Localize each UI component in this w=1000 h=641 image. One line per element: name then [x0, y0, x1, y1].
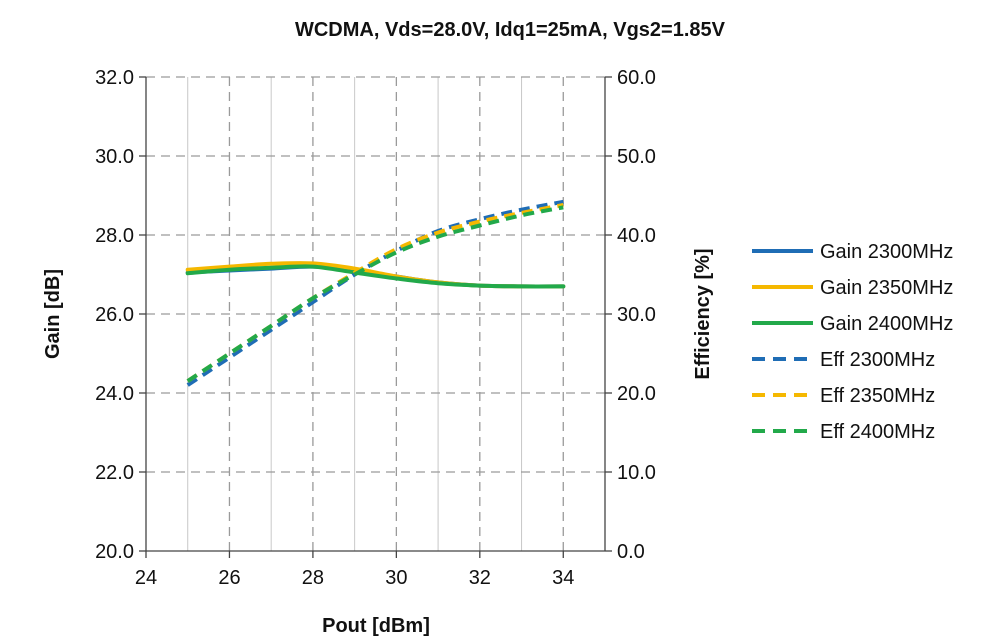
series-line-eff-2400mhz: [186, 205, 564, 383]
y-axis-label: Gain [dB]: [42, 269, 64, 359]
y2-tick-label: 50.0: [617, 146, 656, 168]
legend-label: Eff 2300MHz: [820, 349, 935, 371]
x-axis-label: Pout [dBm]: [322, 615, 430, 637]
x-tick-label: 28: [302, 567, 324, 589]
y2-tick-label: 40.0: [617, 225, 656, 247]
legend-label: Gain 2400MHz: [820, 313, 953, 335]
y-tick-label: 26.0: [95, 304, 134, 326]
legend-label: Gain 2300MHz: [820, 241, 953, 263]
x-tick-label: 30: [385, 567, 407, 589]
series-line-eff-2300mhz: [186, 199, 564, 387]
series-line-eff-2350mhz: [186, 203, 564, 383]
y2-tick-label: 10.0: [617, 462, 656, 484]
y-tick-label: 30.0: [95, 146, 134, 168]
chart-title: WCDMA, Vds=28.0V, Idq1=25mA, Vgs2=1.85V: [295, 19, 726, 41]
legend: Gain 2300MHz Gain 2350MHz Gain 2400MHz Eff …: [752, 241, 953, 443]
x-tick-label: 24: [135, 567, 157, 589]
x-tick-label: 26: [218, 567, 240, 589]
y-tick-label: 32.0: [95, 67, 134, 89]
y2-tick-label: 0.0: [617, 541, 645, 563]
x-axis: 24 26 28 30 32 34: [135, 551, 574, 589]
legend-label: Eff 2400MHz: [820, 421, 935, 443]
grid: [146, 76, 605, 551]
y-tick-label: 24.0: [95, 383, 134, 405]
y2-tick-label: 20.0: [617, 383, 656, 405]
legend-label: Eff 2350MHz: [820, 385, 935, 407]
series-lines: [185, 199, 566, 387]
y-tick-label: 20.0: [95, 541, 134, 563]
y-axis-right: 0.0 10.0 20.0 30.0 40.0 50.0 60.0: [605, 67, 656, 563]
y-tick-label: 28.0: [95, 225, 134, 247]
legend-label: Gain 2350MHz: [820, 277, 953, 299]
x-tick-label: 32: [469, 567, 491, 589]
y2-tick-label: 60.0: [617, 67, 656, 89]
x-tick-label: 34: [552, 567, 574, 589]
series-line-gain-2400mhz: [185, 264, 566, 289]
y-tick-label: 22.0: [95, 462, 134, 484]
y2-tick-label: 30.0: [617, 304, 656, 326]
y-axis-left: 20.0 22.0 24.0 26.0 28.0 30.0 32.0: [95, 67, 146, 563]
y2-axis-label: Efficiency [%]: [692, 248, 714, 379]
